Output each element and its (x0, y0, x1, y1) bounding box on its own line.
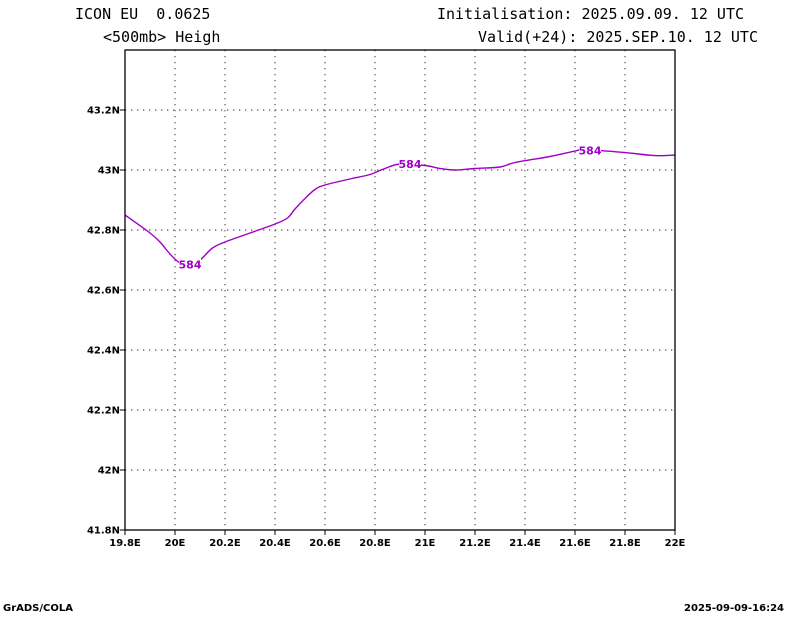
x-tick-label: 21E (415, 538, 436, 549)
contour-label: 584 (579, 145, 602, 158)
contour-label-bg (179, 258, 201, 271)
axis-ticks: 19.8E 20E 20.2E 20.4E 20.6E 20.8E 21E 21.2E 21.4… (87, 106, 686, 550)
y-tick-label: 41.8N (87, 526, 120, 537)
render-timestamp: 2025-09-09-16:24 (684, 603, 784, 614)
y-tick-label: 43N (98, 166, 120, 177)
x-tick-label: 20.4E (259, 538, 291, 549)
contour-label-bg (399, 158, 421, 170)
x-tick-label: 21.8E (609, 538, 641, 549)
x-tick-label: 20.8E (359, 538, 391, 549)
x-tick-label: 20.2E (209, 538, 241, 549)
x-tick-label: 21.2E (459, 538, 491, 549)
grid-lines (125, 50, 675, 530)
y-tick-label: 43.2N (87, 106, 120, 117)
y-tick-label: 42.4N (87, 346, 120, 357)
model-title: ICON EU 0.0625 (75, 5, 211, 23)
plot-frame (124, 49, 676, 531)
y-tick-label: 42.6N (87, 286, 120, 297)
contour-label: 584 (399, 158, 422, 171)
contour-labels: 584 584 584 (179, 144, 602, 272)
contour-label-bg (579, 144, 601, 157)
x-tick-label: 20E (165, 538, 186, 549)
y-tick-label: 42.8N (87, 226, 120, 237)
init-time: Initialisation: 2025.09.09. 12 UTC (436, 5, 744, 23)
valid-time: Valid(+24): 2025.SEP.10. 12 UTC (478, 28, 758, 46)
x-tick-label: 21.4E (509, 538, 541, 549)
variable-title: <500mb> Heigh (103, 28, 221, 46)
x-tick-label: 22E (665, 538, 686, 549)
software-credit: GrADS/COLA (3, 603, 73, 614)
y-tick-label: 42.2N (87, 406, 120, 417)
x-tick-label: 19.8E (109, 538, 141, 549)
x-tick-label: 20.6E (309, 538, 341, 549)
y-tick-label: 42N (98, 466, 120, 477)
x-tick-label: 21.6E (559, 538, 591, 549)
contour-label: 584 (179, 259, 202, 272)
